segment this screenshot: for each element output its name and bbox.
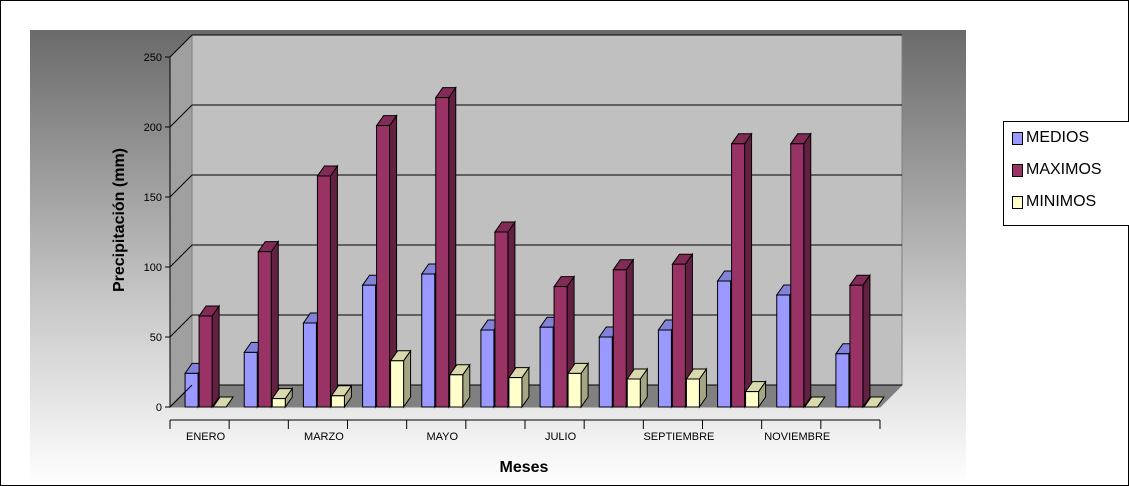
y-tick-label: 150 [144, 192, 162, 204]
bar [835, 353, 850, 408]
legend-item-medios: MEDIOS [1012, 128, 1089, 148]
bar-side [329, 164, 338, 409]
bar [421, 273, 436, 408]
bar [362, 284, 377, 408]
bar [553, 286, 568, 408]
y-axis-title: Precipitación (mm) [111, 148, 128, 292]
gridline-side [169, 34, 193, 58]
bar [376, 125, 391, 408]
x-tick-label: MAYO [426, 431, 458, 443]
bar [316, 175, 331, 408]
bar [243, 351, 258, 408]
bar-side [744, 132, 753, 409]
gridline-side [169, 244, 193, 268]
bar [271, 398, 286, 408]
bar [717, 280, 732, 408]
bar-side [211, 304, 220, 409]
legend-swatch-medios [1012, 131, 1023, 145]
y-tick-label: 0 [156, 402, 162, 414]
bar-top [862, 396, 885, 408]
gridline-side [169, 314, 193, 338]
legend-item-minimos: MINIMOS [1012, 192, 1096, 212]
bar [390, 360, 405, 408]
side-wall [169, 33, 193, 409]
bar [508, 377, 523, 408]
x-tick-label: SEPTIEMBRE [643, 431, 714, 443]
legend-swatch-maximos [1012, 163, 1023, 177]
bar-side [270, 240, 279, 409]
legend: MEDIOS MAXIMOS MINIMOS [1003, 121, 1129, 226]
legend-item-maximos: MAXIMOS [1012, 160, 1102, 180]
bar [685, 378, 700, 408]
bar-top [803, 396, 826, 408]
bar [612, 269, 627, 408]
bar [184, 372, 199, 408]
bar [598, 336, 613, 408]
bar [657, 329, 672, 408]
bar [731, 143, 746, 408]
bars-group [184, 86, 885, 409]
bar [745, 391, 760, 408]
x-tick-label: NOVIEMBRE [764, 431, 830, 443]
bar-side [803, 132, 812, 409]
legend-swatch-minimos [1012, 195, 1023, 209]
bar [849, 284, 864, 408]
bar [302, 322, 317, 408]
y-tick-label: 100 [144, 262, 162, 274]
bar [567, 372, 582, 408]
legend-label-maximos: MAXIMOS [1026, 161, 1102, 178]
bar [257, 251, 272, 408]
legend-label-medios: MEDIOS [1026, 129, 1090, 146]
bar [776, 294, 791, 408]
bar [480, 329, 495, 408]
y-tick-label: 250 [144, 52, 162, 64]
bar-side [862, 273, 871, 409]
bar [626, 378, 641, 408]
bar [198, 315, 213, 408]
x-tick-label: MARZO [304, 431, 344, 443]
x-axis-title: Meses [500, 459, 549, 476]
bar-side [448, 86, 457, 409]
bar [449, 374, 464, 408]
bar [671, 263, 686, 408]
gridline-side [169, 104, 193, 128]
bar [790, 143, 805, 408]
legend-label-minimos: MINIMOS [1026, 193, 1097, 210]
x-tick-label: ENERO [186, 431, 226, 443]
bar [494, 231, 509, 408]
gridline-side [169, 174, 193, 198]
bar [539, 326, 554, 408]
bar-top [212, 396, 235, 408]
x-tick-label: JULIO [545, 431, 577, 443]
bar [435, 97, 450, 408]
y-axis-base-depth [169, 384, 193, 408]
y-tick-label: 50 [150, 332, 162, 344]
bar [330, 395, 345, 408]
axes-group: 0 50 100 150 200 250 ENERO MARZO MAYO JULIO SEPTIE… [144, 52, 881, 443]
y-tick-label: 200 [144, 122, 162, 134]
